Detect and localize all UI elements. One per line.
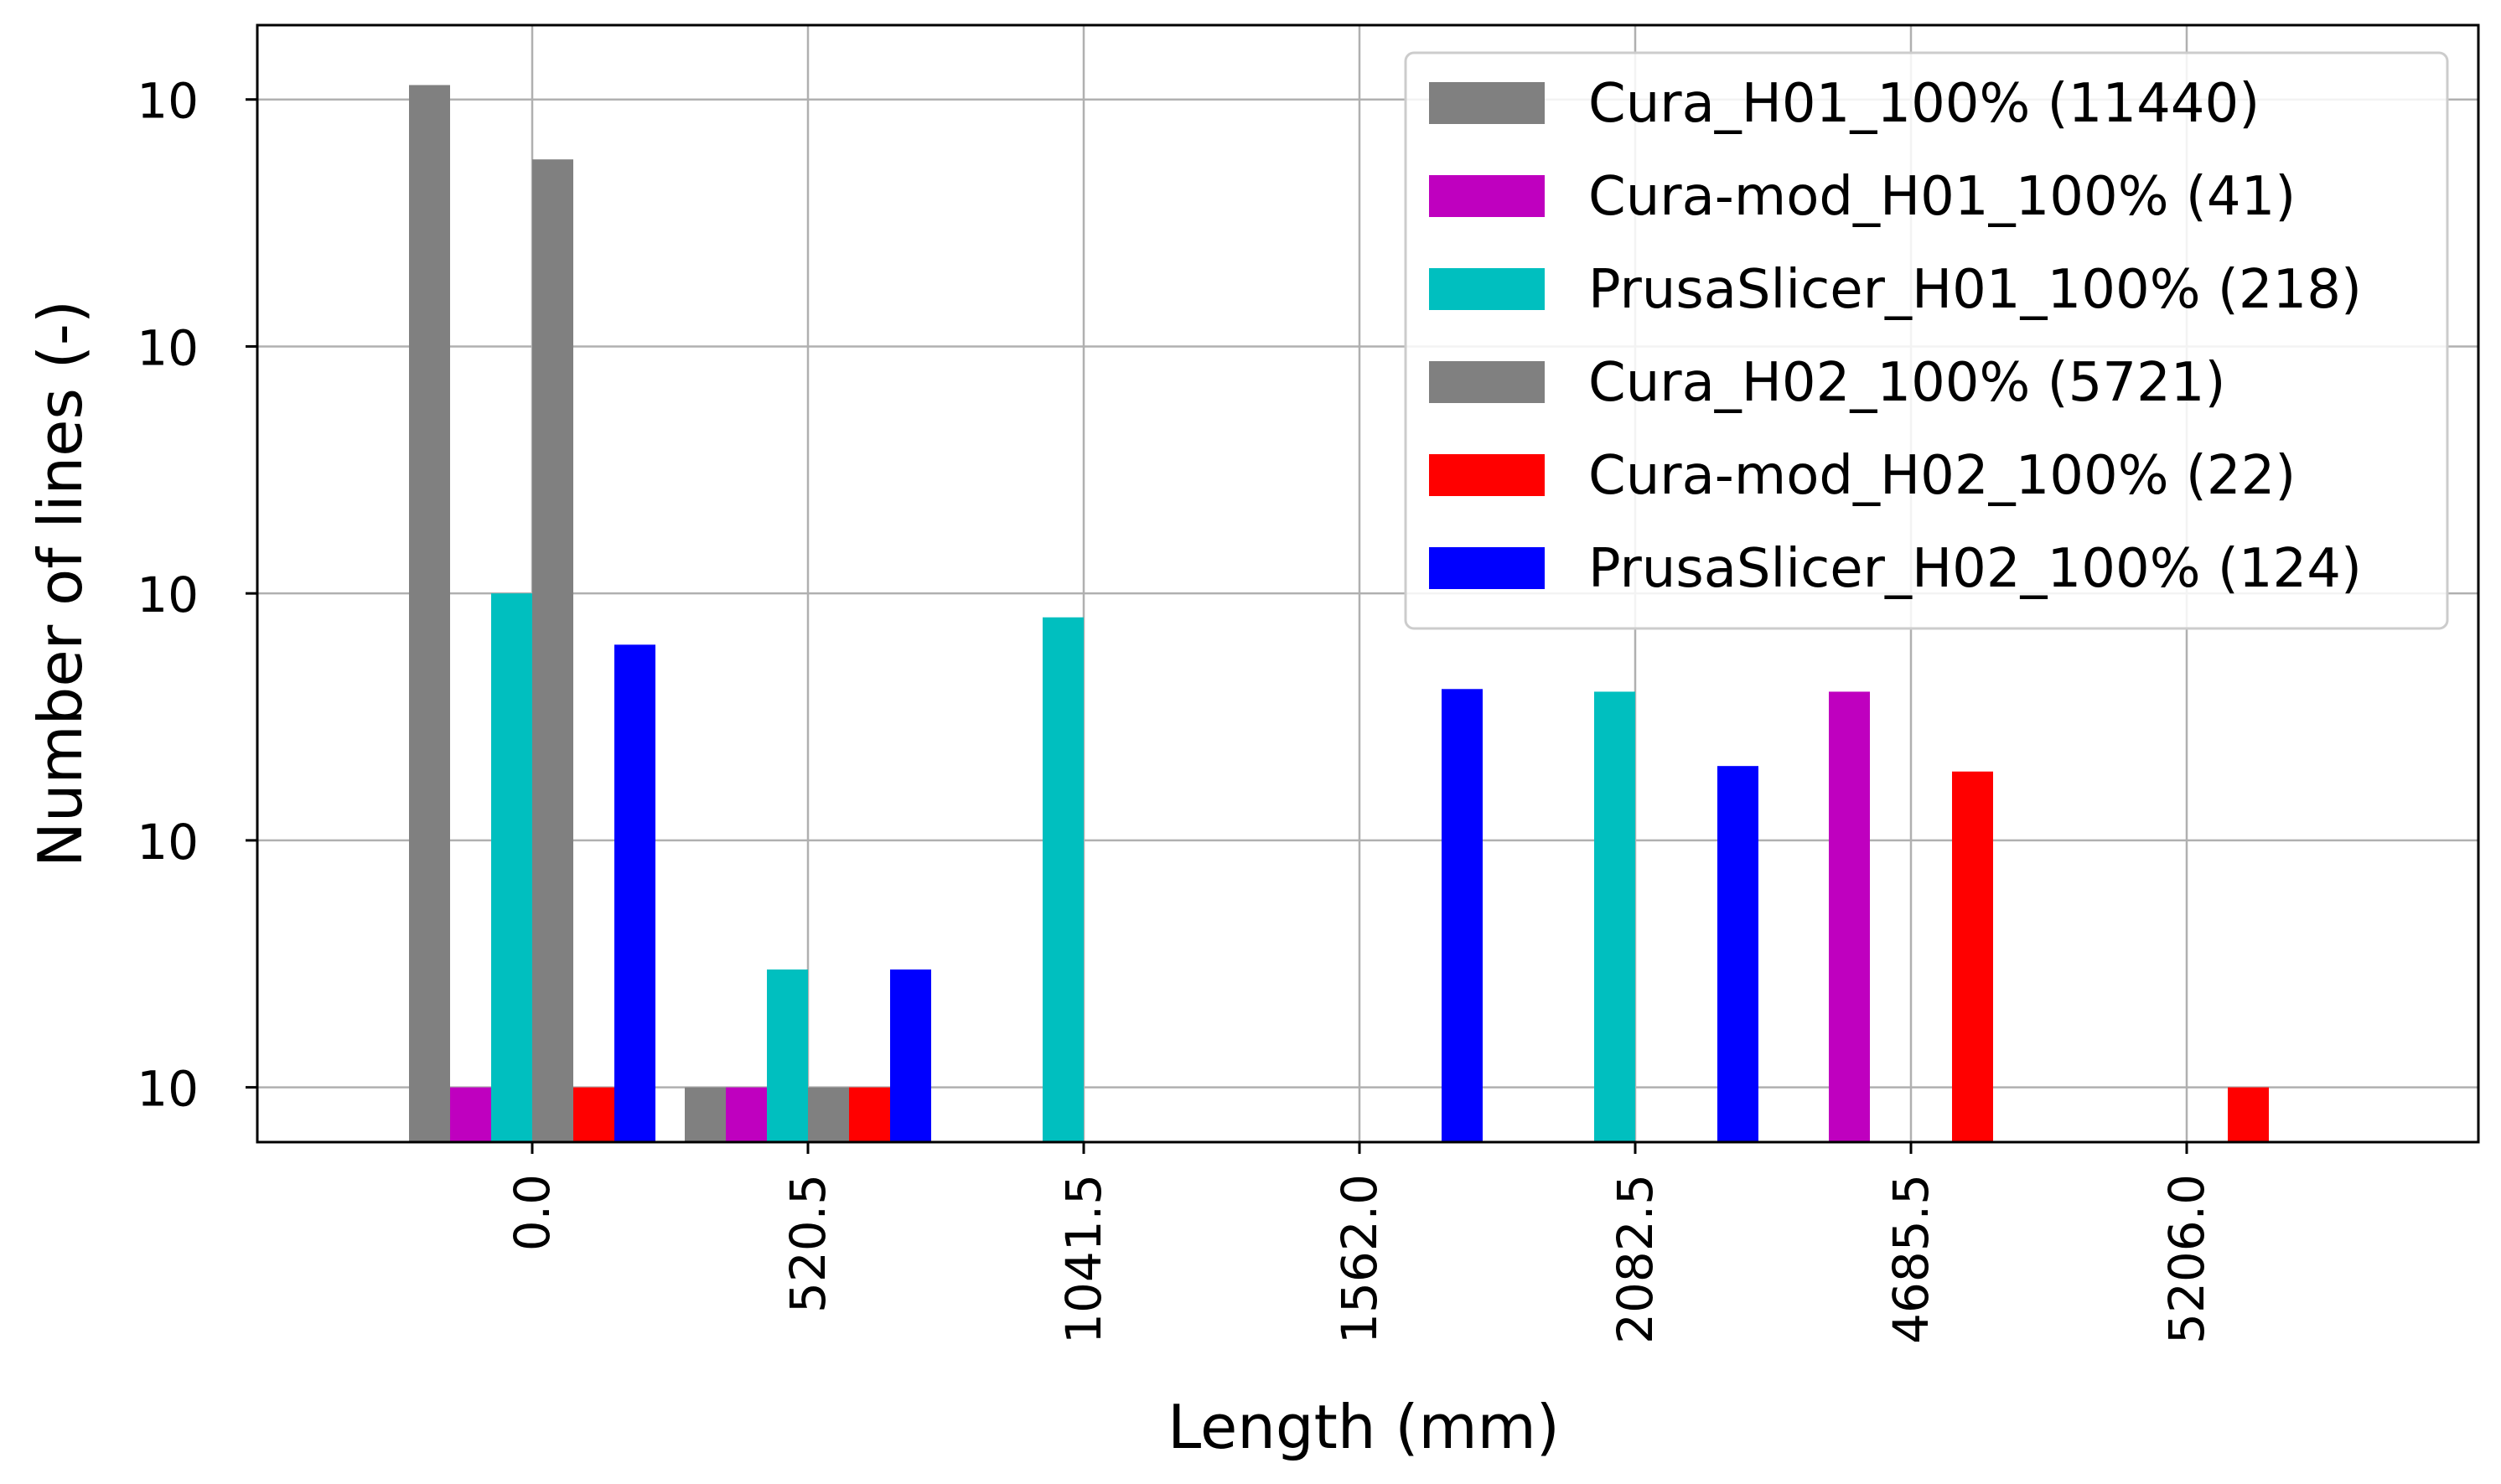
plot-frame (256, 23, 2480, 1144)
bar (1594, 691, 1635, 1142)
bar (450, 1087, 491, 1142)
bars (409, 85, 2269, 1142)
x-axis-title: Length (mm) (1168, 1392, 1560, 1462)
legend-swatch (1429, 268, 1545, 310)
y-tick-label: 10 (137, 566, 199, 623)
bar (1952, 771, 1993, 1142)
bar (767, 969, 808, 1142)
bar (614, 644, 655, 1142)
legend-swatch (1429, 454, 1545, 496)
y-tick-label: 10 (137, 1061, 199, 1118)
legend-swatch (1429, 175, 1545, 217)
bar (685, 1087, 726, 1142)
legend-swatch (1429, 361, 1545, 403)
bar (890, 969, 931, 1142)
bar (849, 1087, 890, 1142)
y-tick-label: 10 (137, 73, 199, 130)
y-tick-label: 10 (137, 319, 199, 376)
bar (1442, 689, 1483, 1142)
bar (1043, 617, 1084, 1142)
bar (532, 159, 573, 1142)
bar (491, 593, 532, 1142)
legend-label: Cura_H02_100% (5721) (1588, 352, 2225, 414)
y-axis-ticks: 100101102103104 (137, 73, 257, 1118)
bar (409, 85, 450, 1142)
y-axis-title: Number of lines (-) (25, 300, 96, 867)
x-tick-label: 1041.5 (1055, 1174, 1112, 1344)
y-tick-label: 10 (137, 814, 199, 871)
bar (1717, 766, 1758, 1142)
legend-label: PrusaSlicer_H01_100% (218) (1588, 259, 2362, 321)
bar (1829, 691, 1870, 1142)
legend-label: Cura-mod_H01_100% (41) (1588, 166, 2296, 228)
bar (726, 1087, 767, 1142)
x-tick-label: 0.0 (504, 1174, 561, 1251)
x-tick-label: 520.5 (779, 1174, 836, 1313)
x-tick-label: 4685.5 (1882, 1174, 1939, 1344)
legend-label: Cura-mod_H02_100% (22) (1588, 445, 2296, 507)
bar (808, 1087, 849, 1142)
bar (2228, 1087, 2269, 1142)
legend: Cura_H01_100% (11440) Cura-mod_H01_100% (… (1404, 51, 2449, 630)
x-tick-label: 1562.0 (1331, 1174, 1388, 1344)
bar (573, 1087, 614, 1142)
legend-label: PrusaSlicer_H02_100% (124) (1588, 538, 2362, 600)
x-axis-ticks: 0.0 520.5 1041.5 1562.0 2082.5 4685.5 5206.0 (504, 1142, 2215, 1344)
legend-label: Cura_H01_100% (11440) (1588, 73, 2260, 135)
legend-frame (1404, 51, 2449, 630)
x-tick-label: 5206.0 (2158, 1174, 2215, 1344)
x-tick-label: 2082.5 (1607, 1174, 1664, 1344)
legend-swatch (1429, 547, 1545, 589)
legend-swatch (1429, 82, 1545, 124)
